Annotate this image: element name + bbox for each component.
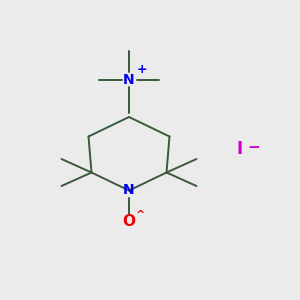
Text: O: O [122, 214, 136, 230]
Text: N: N [123, 73, 135, 86]
Text: +: + [136, 63, 147, 76]
Text: −: − [247, 140, 260, 154]
Text: N: N [123, 184, 135, 197]
Text: I: I [237, 140, 243, 158]
Text: ^: ^ [136, 210, 145, 220]
